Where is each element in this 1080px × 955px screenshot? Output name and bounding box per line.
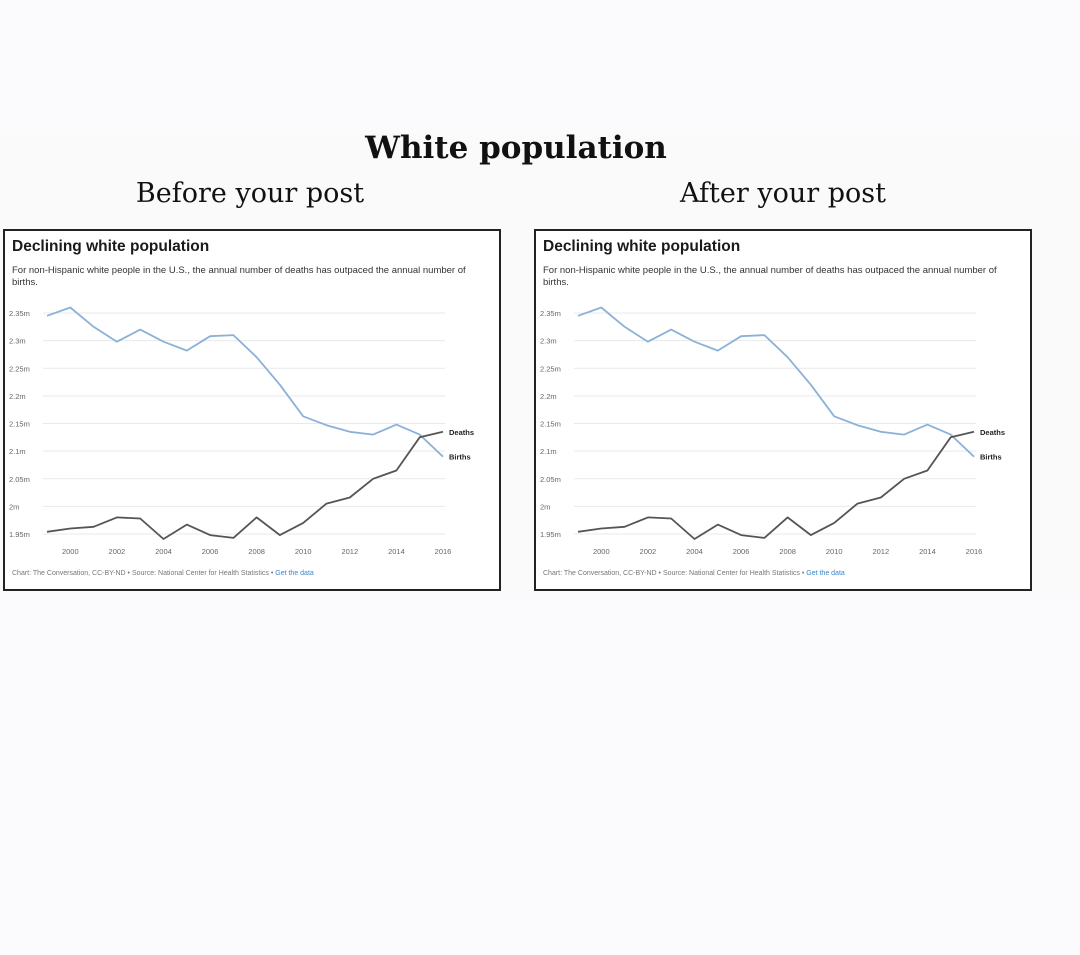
credit-text: Chart: The Conversation, CC-BY-ND • Sour…: [12, 570, 274, 577]
y-tick-label: 2.25m: [9, 364, 30, 373]
x-tick-label: 2004: [155, 547, 172, 556]
series-line-deaths: [577, 430, 975, 540]
y-tick-label: 2.2m: [9, 392, 26, 401]
chart-subtitle: For non-Hispanic white people in the U.S…: [12, 265, 466, 288]
series-label-births: Births: [980, 453, 1002, 462]
panel-caption-after: After your post: [680, 178, 886, 209]
line-chart: 1.95m 2m 2.05m 2.1m 2.15m 2.2m 2.25m 2.3m 2.35m 2…: [540, 306, 1005, 556]
x-tick-label: 2004: [686, 547, 703, 556]
y-tick-label: 2.3m: [540, 337, 557, 346]
y-tick-label: 2.05m: [540, 475, 561, 484]
line-chart: 1.95m 2m 2.05m 2.1m 2.15m 2.2m 2.25m 2.3m 2.35m 2…: [9, 306, 474, 556]
x-tick-label: 2010: [826, 547, 843, 556]
chart-title: Declining white population: [12, 238, 210, 255]
x-tick-label: 2008: [779, 547, 796, 556]
x-tick-label: 2010: [295, 547, 312, 556]
chart-panel-after: Declining white population For non-Hispa…: [534, 229, 1032, 591]
meme-title: White population: [365, 130, 667, 166]
top-blank-area: [0, 0, 1080, 134]
panel-caption-before: Before your post: [135, 178, 365, 209]
x-tick-label: 2000: [593, 547, 610, 556]
y-tick-label: 2.25m: [540, 364, 561, 373]
chart-panel-before: Declining white population For non-Hispa…: [3, 229, 501, 591]
series-label-deaths: Deaths: [980, 428, 1005, 437]
chart-subtitle: For non-Hispanic white people in the U.S…: [543, 265, 997, 288]
x-tick-label: 2006: [202, 547, 219, 556]
x-tick-label: 2000: [62, 547, 79, 556]
x-tick-label: 2008: [248, 547, 265, 556]
x-tick-label: 2016: [435, 547, 452, 556]
x-tick-label: 2006: [733, 547, 750, 556]
x-tick-label: 2014: [919, 547, 936, 556]
series-line-births: [577, 306, 975, 458]
x-tick-label: 2014: [388, 547, 405, 556]
get-data-link[interactable]: Get the data: [806, 570, 845, 577]
y-tick-label: 2.2m: [540, 392, 557, 401]
x-tick-label: 2016: [966, 547, 983, 556]
x-tick-label: 2002: [640, 547, 657, 556]
y-tick-label: 2.1m: [9, 447, 26, 456]
y-tick-label: 2m: [9, 502, 19, 511]
y-tick-label: 2.35m: [9, 309, 30, 318]
y-tick-label: 2.15m: [540, 420, 561, 429]
series-label-births: Births: [449, 453, 471, 462]
get-data-link[interactable]: Get the data: [275, 570, 314, 577]
y-tick-label: 2m: [540, 502, 550, 511]
y-tick-label: 1.95m: [540, 530, 561, 539]
chart-credit: Chart: The Conversation, CC-BY-ND • Sour…: [12, 570, 314, 577]
series-line-births: [46, 306, 444, 458]
series-line-deaths: [46, 430, 444, 540]
y-tick-label: 2.3m: [9, 337, 26, 346]
series-label-deaths: Deaths: [449, 428, 474, 437]
y-tick-label: 2.1m: [540, 447, 557, 456]
chart-credit: Chart: The Conversation, CC-BY-ND • Sour…: [543, 570, 845, 577]
x-tick-label: 2002: [109, 547, 126, 556]
chart-title: Declining white population: [543, 238, 741, 255]
y-tick-label: 2.05m: [9, 475, 30, 484]
y-tick-label: 1.95m: [9, 530, 30, 539]
credit-text: Chart: The Conversation, CC-BY-ND • Sour…: [543, 570, 805, 577]
x-tick-label: 2012: [341, 547, 358, 556]
x-tick-label: 2012: [872, 547, 889, 556]
y-tick-label: 2.15m: [9, 420, 30, 429]
y-tick-label: 2.35m: [540, 309, 561, 318]
